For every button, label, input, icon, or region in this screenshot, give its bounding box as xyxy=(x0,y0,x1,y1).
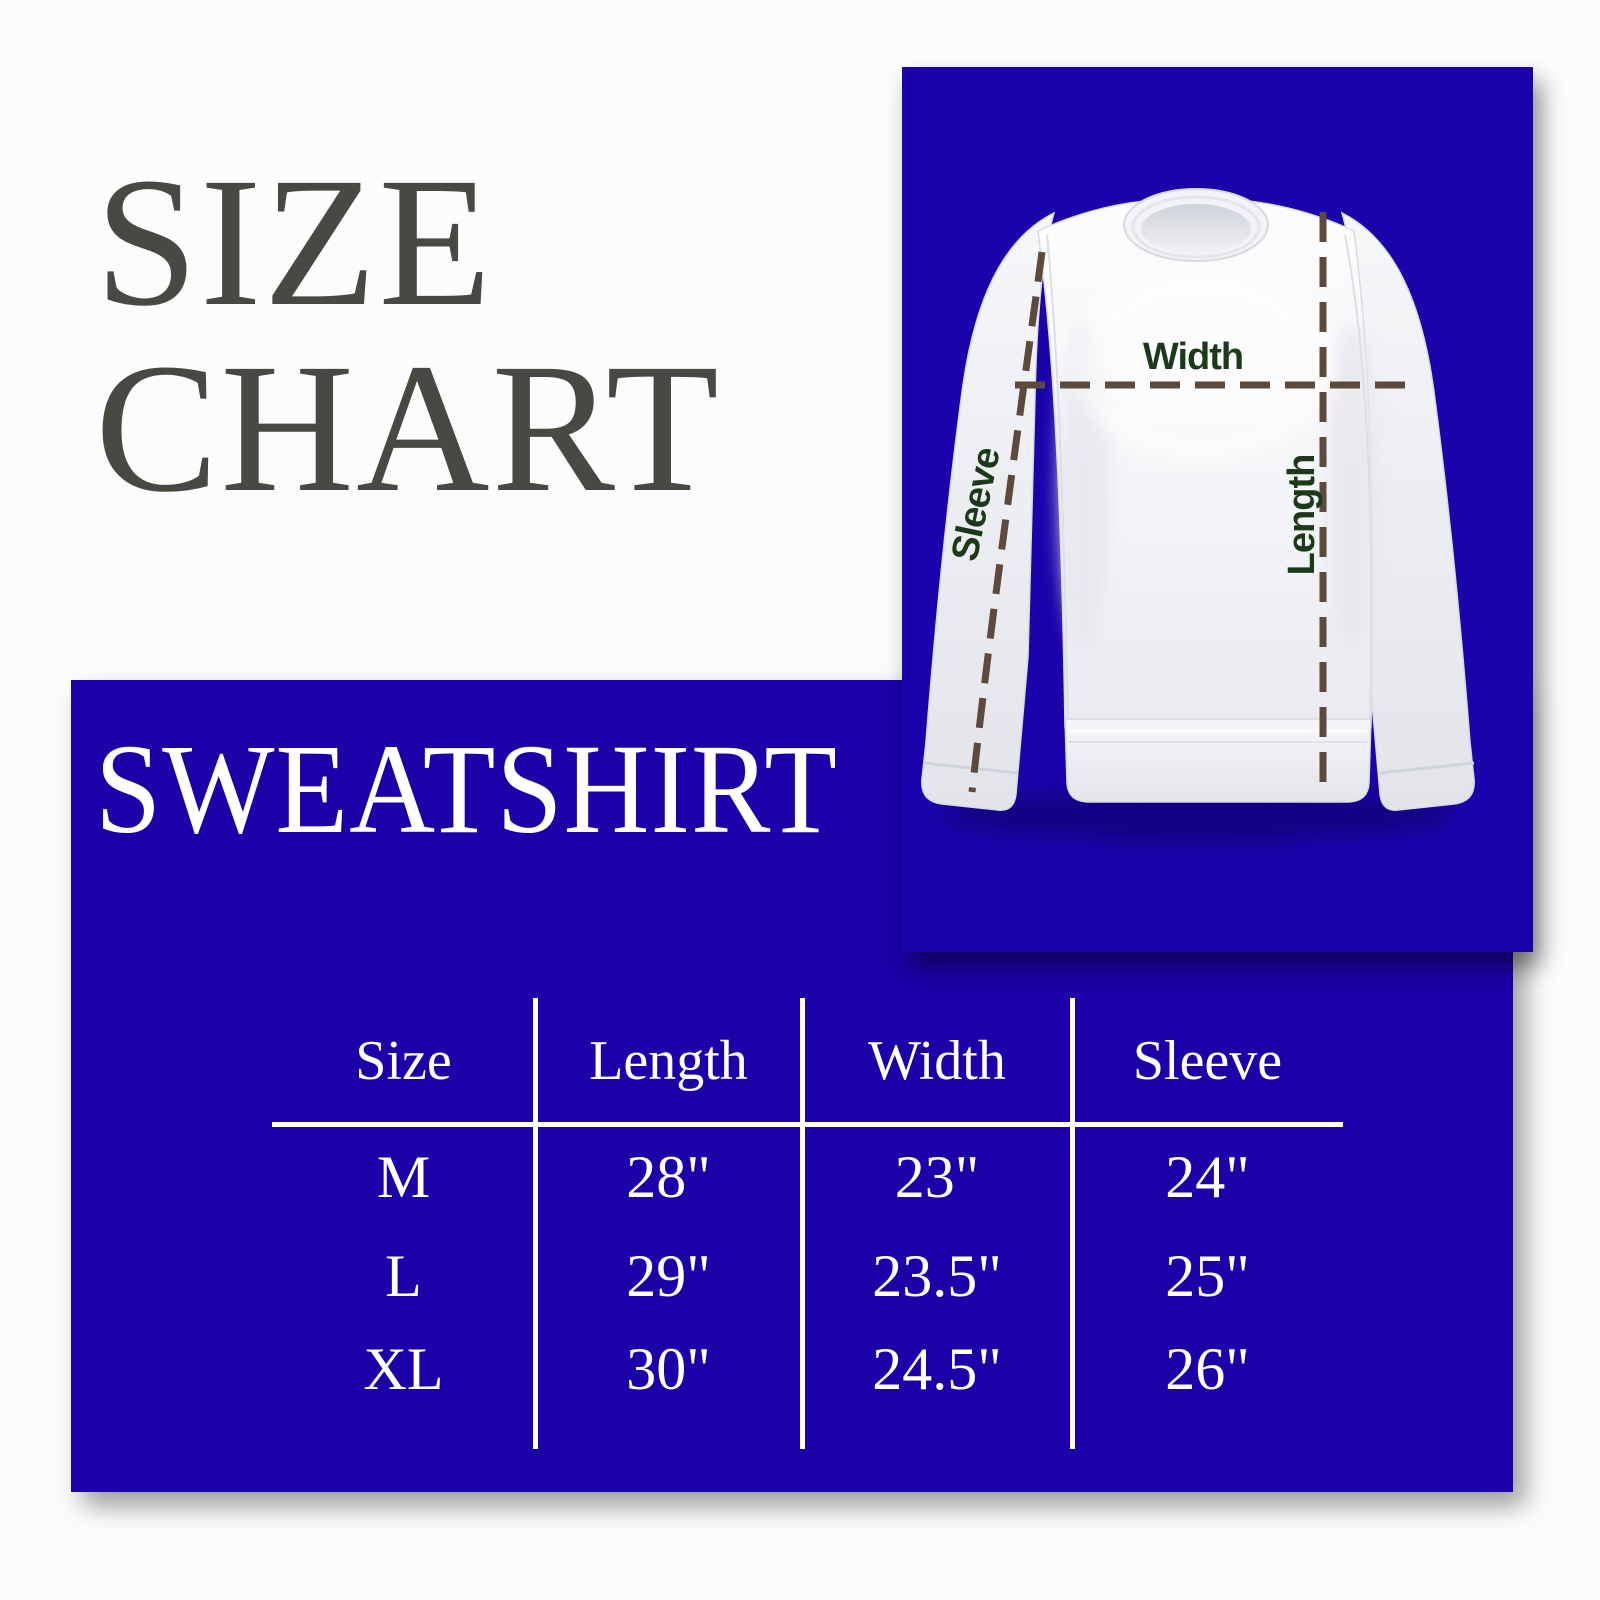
sleeve-measure-line xyxy=(968,251,1046,793)
table-cell-sleeve-xl: 26" xyxy=(1165,1336,1250,1402)
sweatshirt-left-sleeve xyxy=(921,211,1056,811)
table-cell-width-m: 23" xyxy=(894,1143,980,1210)
table-header-divider xyxy=(272,1122,1343,1127)
table-cell-sleeve-m: 24" xyxy=(1165,1143,1250,1210)
table-cell-size-m: M xyxy=(376,1143,431,1210)
table-header-size: Size xyxy=(355,1030,452,1092)
length-label: Length xyxy=(1281,455,1323,576)
title-line-2: CHART xyxy=(95,326,721,531)
table-cell-size-l: L xyxy=(385,1243,422,1309)
body-highlight xyxy=(1072,272,1332,462)
title-line-1: SIZE xyxy=(95,140,494,345)
table-cell-size-xl: XL xyxy=(363,1336,444,1402)
collar-stitch xyxy=(1131,195,1261,259)
table-cell-width-xl: 24.5" xyxy=(872,1336,1002,1402)
size-table: Size Length Width Sleeve M 28" 23" 24" L… xyxy=(272,998,1343,1449)
left-seam xyxy=(1046,234,1069,720)
table-cell-length-m: 28" xyxy=(626,1143,711,1210)
sweatshirt-illustration: Width Sleeve Length xyxy=(921,188,1475,841)
table-cell-sleeve-l: 25" xyxy=(1165,1243,1250,1309)
right-cuff-line xyxy=(1379,761,1475,775)
sweatshirt-hem-band xyxy=(1064,718,1372,803)
table-column-divider-1 xyxy=(533,998,538,1449)
table-column-divider-2 xyxy=(800,998,805,1449)
table-cell-width-l: 23.5" xyxy=(872,1243,1002,1309)
measurement-diagram-panel: Width Sleeve Length xyxy=(902,67,1533,952)
right-seam xyxy=(1344,234,1373,720)
garment-heading: SWEATSHIRT xyxy=(95,718,838,860)
table-cell-length-l: 29" xyxy=(626,1243,711,1309)
page-title: SIZE CHART xyxy=(95,150,721,522)
width-label: Width xyxy=(1143,336,1243,378)
table-header-width: Width xyxy=(868,1030,1006,1092)
left-cuff-line xyxy=(923,761,1019,775)
neck-opening xyxy=(1141,204,1251,254)
table-header-length: Length xyxy=(589,1030,748,1092)
table-column-divider-3 xyxy=(1070,998,1075,1449)
table-cell-length-xl: 30" xyxy=(626,1336,711,1402)
table-header-sleeve: Sleeve xyxy=(1132,1030,1283,1092)
